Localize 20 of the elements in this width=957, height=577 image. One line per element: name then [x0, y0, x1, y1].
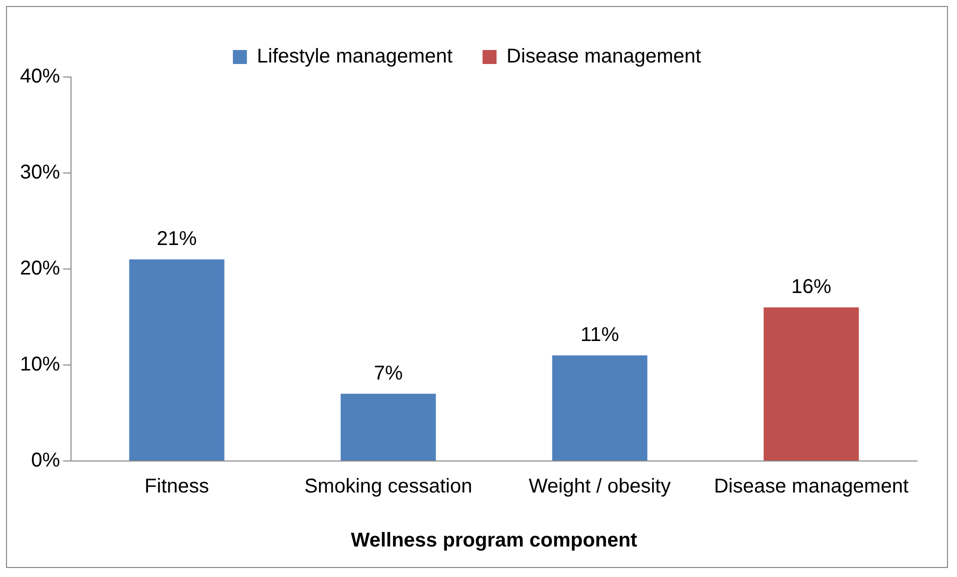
y-tick-label: 40%: [20, 66, 60, 88]
legend-label: Disease management: [506, 46, 702, 68]
data-label: 7%: [374, 362, 403, 384]
data-label: 16%: [791, 276, 832, 298]
y-tick-label: 10%: [20, 354, 60, 376]
bar: [129, 259, 224, 460]
x-tick-label: Fitness: [144, 476, 210, 498]
bar: [764, 307, 859, 460]
x-tick-label: Weight / obesity: [528, 476, 671, 498]
x-tick-label: Disease management: [714, 476, 909, 498]
bar: [340, 394, 436, 460]
x-tick-label: Smoking cessation: [304, 476, 472, 498]
y-tick-label: 20%: [20, 258, 60, 280]
data-label: 21%: [156, 228, 198, 250]
x-axis-title: Wellness program component: [350, 530, 638, 552]
legend-label: Lifestyle management: [256, 46, 453, 68]
bar: [552, 355, 648, 460]
y-tick-label: 30%: [20, 162, 60, 184]
data-label: 11%: [580, 324, 620, 346]
y-tick-label: 0%: [31, 450, 60, 472]
